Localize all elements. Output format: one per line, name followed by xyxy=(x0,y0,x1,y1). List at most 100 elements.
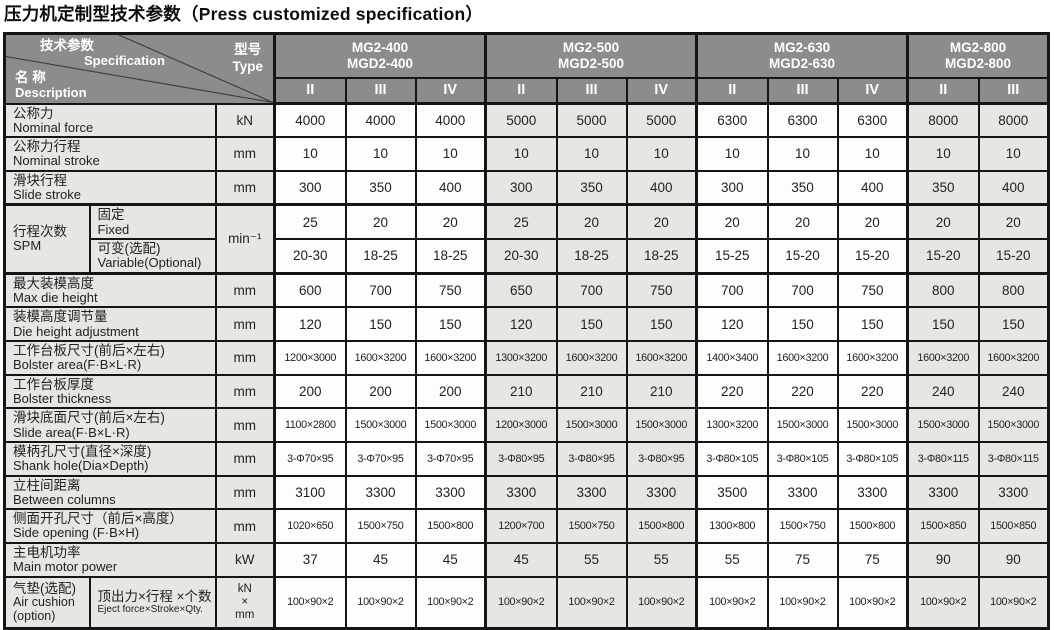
spec-value-cell: 25 xyxy=(273,203,347,241)
spec-value-cell: 10 xyxy=(484,136,558,172)
spec-value-cell: 750 xyxy=(836,271,909,309)
spec-label-zh: 气垫(选配) xyxy=(13,581,76,597)
spec-value-cell: 20-30 xyxy=(273,238,347,275)
spec-label-en: Variable(Optional) xyxy=(97,255,202,271)
spec-value-cell: 1600×3200 xyxy=(766,340,839,376)
spec-value-cell: 1600×3200 xyxy=(977,340,1050,376)
spec-value-cell: 240 xyxy=(906,373,980,410)
spec-value-cell: 55 xyxy=(695,542,769,578)
type-column-header: II xyxy=(695,76,769,105)
spec-value-cell: 1500×750 xyxy=(766,508,839,545)
spec-value-cell: 700 xyxy=(555,271,628,309)
spec-row: 立柱间距离 Between columns mm 3100 3300 3300 3300 33… xyxy=(3,474,1050,511)
spec-value-cell: 1600×3200 xyxy=(344,340,417,376)
spec-value-cell: 1500×3000 xyxy=(836,407,909,444)
spec-value-cell: 3-Φ80×105 xyxy=(695,441,769,477)
spec-value-cell: 1400×3400 xyxy=(695,340,769,376)
spec-value-cell: 55 xyxy=(555,542,628,578)
type-column-header: III xyxy=(344,76,417,105)
spec-label-zh: 滑块行程 xyxy=(13,172,67,188)
unit-line: mm xyxy=(235,608,255,621)
spec-value-cell: 1500×800 xyxy=(836,508,909,545)
spec-value-cell: 150 xyxy=(344,306,417,343)
spec-value-cell: 210 xyxy=(555,373,628,410)
spec-value-cell: 3300 xyxy=(977,474,1050,511)
spec-value-cell: 3300 xyxy=(625,474,698,511)
model-name-line2: MGD2-500 xyxy=(557,55,625,71)
spec-value-cell: 300 xyxy=(273,169,347,206)
unit-cell: kN xyxy=(214,102,276,139)
spec-value-cell: 90 xyxy=(906,542,980,578)
corner-cell: 技术参数 Specification 型号 Type 名 称 Descripti… xyxy=(3,32,276,105)
spec-value-cell: 240 xyxy=(977,373,1050,410)
corner-name-en: Description xyxy=(15,84,87,100)
spec-label-en: Air cushion xyxy=(13,595,75,610)
spec-label-cell: 滑块行程 Slide stroke xyxy=(3,169,217,206)
type-column-header: II xyxy=(484,76,558,105)
corner-spec-label: 技术参数 Specification xyxy=(40,38,165,68)
type-column-header: IV xyxy=(625,76,698,105)
spec-value-cell: 15-20 xyxy=(906,238,980,275)
spec-sublabel-cell: 固定 Fixed xyxy=(88,203,217,241)
unit-cell: mm xyxy=(214,169,276,206)
spec-label-en: Shank hole(Dia×Depth) xyxy=(13,458,149,474)
spec-value-cell: 20 xyxy=(695,203,769,241)
spec-value-cell: 1500×3000 xyxy=(906,407,980,444)
spec-value-cell: 4000 xyxy=(344,102,417,139)
spec-row: 工作台板尺寸(前后×左右) Bolster area(F·B×L·R) mm 1200… xyxy=(3,340,1050,376)
spec-value-cell: 10 xyxy=(906,136,980,172)
spec-label-en: Bolster thickness xyxy=(13,390,112,406)
spec-value-cell: 210 xyxy=(484,373,558,410)
spec-value-cell: 1300×3200 xyxy=(484,340,558,376)
spec-value-cell: 45 xyxy=(414,542,487,578)
spec-value-cell: 10 xyxy=(273,136,347,172)
spec-label-zh: 最大装模高度 xyxy=(13,275,94,291)
spec-value-cell: 3300 xyxy=(766,474,839,511)
unit-line: × xyxy=(241,596,249,608)
spec-value-cell: 3300 xyxy=(906,474,980,511)
spec-label-cell: 行程次数 SPM xyxy=(3,203,91,275)
spec-row: 工作台板厚度 Bolster thickness mm 200 200 200 210 210… xyxy=(3,373,1050,410)
spec-label-en: Slide area(F·B×L·R) xyxy=(13,424,130,440)
spec-value-cell: 3-Φ70×95 xyxy=(273,441,347,477)
model-header-row: 技术参数 Specification 型号 Type 名 称 Descripti… xyxy=(3,32,1050,105)
spec-label-cell: 滑块底面尺寸(前后×左右) Slide area(F·B×L·R) xyxy=(3,407,217,444)
model-group-header: MG2-800 MGD2-800 xyxy=(906,32,1050,79)
spec-value-cell: 10 xyxy=(766,136,839,172)
spec-value-cell: 45 xyxy=(344,542,417,578)
spec-value-cell: 75 xyxy=(836,542,909,578)
spec-value-cell: 1500×3000 xyxy=(625,407,698,444)
spec-value-cell: 18-25 xyxy=(344,238,417,275)
spec-value-cell: 120 xyxy=(695,306,769,343)
spec-value-cell: 15-25 xyxy=(695,238,769,275)
spec-label-en: Main motor power xyxy=(13,559,118,575)
spec-value-cell: 150 xyxy=(906,306,980,343)
spec-value-cell: 1600×3200 xyxy=(906,340,980,376)
spec-value-cell: 5000 xyxy=(555,102,628,139)
spec-row: 装模高度调节量 Die height adjustment mm 120 150 150 1… xyxy=(3,306,1050,343)
corner-name-zh: 名 称 xyxy=(15,70,46,86)
spec-value-cell: 3-Φ80×95 xyxy=(625,441,698,477)
spec-value-cell: 4000 xyxy=(273,102,347,139)
spec-value-cell: 90 xyxy=(977,542,1050,578)
spec-value-cell: 1500×750 xyxy=(344,508,417,545)
spec-value-cell: 1200×3000 xyxy=(273,340,347,376)
corner-type-label: 型号 Type xyxy=(232,42,263,76)
spec-value-cell: 20 xyxy=(555,203,628,241)
corner-spec-zh: 技术参数 xyxy=(40,38,94,53)
spec-value-cell: 200 xyxy=(273,373,347,410)
spec-table: 技术参数 Specification 型号 Type 名 称 Descripti… xyxy=(3,32,1050,630)
spec-value-cell: 1200×700 xyxy=(484,508,558,545)
spec-row: 最大装模高度 Max die height mm 600 700 750 650 700 750… xyxy=(3,271,1050,309)
spec-value-cell: 10 xyxy=(836,136,909,172)
spec-value-cell: 18-25 xyxy=(625,238,698,275)
spec-value-cell: 1500×850 xyxy=(977,508,1050,545)
spec-value-cell: 3-Φ80×95 xyxy=(555,441,628,477)
spec-value-cell: 10 xyxy=(344,136,417,172)
spec-value-cell: 3300 xyxy=(484,474,558,511)
spec-value-cell: 10 xyxy=(695,136,769,172)
spec-label-cell: 工作台板尺寸(前后×左右) Bolster area(F·B×L·R) xyxy=(3,340,217,376)
spec-value-cell: 75 xyxy=(766,542,839,578)
unit-cell: mm xyxy=(214,474,276,511)
spec-label-cell: 主电机功率 Main motor power xyxy=(3,542,217,578)
